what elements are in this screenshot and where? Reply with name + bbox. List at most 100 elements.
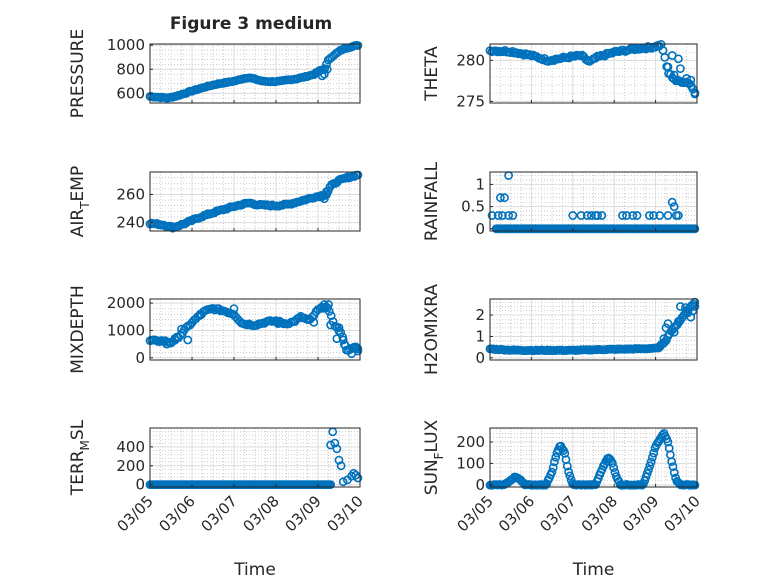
data-point [655, 211, 665, 220]
mixdepth-axes-box [149, 298, 361, 361]
data-point [334, 326, 344, 336]
data-point [326, 440, 335, 450]
data-point [525, 50, 534, 59]
sun-flux-ylabel: SUNFLUX [422, 419, 446, 495]
pressure-series [145, 40, 363, 103]
terr-msl-series [145, 427, 363, 489]
data-point [170, 335, 180, 345]
y-tick-label: 200 [456, 433, 485, 451]
data-point [597, 211, 607, 220]
mixdepth-series [145, 300, 363, 359]
theta-ylabel: THETA [422, 46, 442, 102]
y-tick-label: 275 [456, 92, 485, 110]
h2omixra-axes-box [489, 298, 698, 361]
data-point [319, 300, 329, 309]
data-point [646, 457, 656, 467]
data-point [669, 70, 679, 80]
data-point [541, 480, 550, 490]
data-point [309, 317, 319, 327]
data-point [637, 480, 647, 490]
terr-msl-ylabel: TERRMSL [68, 419, 92, 496]
data-point [667, 457, 677, 466]
y-tick-label: 280 [456, 51, 485, 69]
data-point [669, 202, 679, 211]
data-point [669, 468, 679, 477]
h2omixra-subplot: 0 1 2 H2OMIXRA [422, 284, 700, 375]
data-point [676, 64, 685, 73]
data-point [667, 197, 677, 207]
y-tick-label: 260 [116, 185, 145, 203]
data-point [353, 170, 363, 180]
data-point [547, 467, 557, 477]
data-point [690, 89, 700, 99]
y-tick-label: 200 [116, 457, 145, 475]
data-point [690, 302, 700, 311]
data-point [340, 341, 350, 350]
y-tick-label: 0 [475, 349, 485, 367]
data-point [229, 304, 239, 313]
h2omixra-series [485, 297, 700, 356]
air-temp-axes-box [149, 171, 361, 232]
data-point [322, 64, 332, 74]
data-point [645, 211, 654, 220]
data-point [500, 193, 509, 203]
data-point [162, 339, 172, 349]
data-point [495, 193, 505, 203]
data-point [177, 324, 186, 334]
rainfall-axes-box [489, 171, 698, 232]
data-point [565, 471, 575, 481]
y-tick-label: 1000 [107, 321, 145, 339]
terr-msl-axes-box [149, 427, 361, 488]
y-tick-label: 1 [475, 175, 485, 193]
data-point [560, 448, 570, 458]
sun-flux-xlabel: Time [572, 560, 615, 580]
data-point [493, 211, 503, 220]
data-point [332, 444, 342, 454]
data-point [551, 452, 561, 462]
data-point [686, 75, 696, 85]
y-tick-label: 800 [116, 60, 145, 78]
data-point [618, 211, 627, 220]
y-tick-label: 100 [456, 454, 485, 472]
data-point [655, 342, 665, 352]
data-point [593, 211, 602, 220]
data-point [564, 467, 573, 477]
data-point [550, 457, 559, 467]
data-point [674, 211, 683, 220]
data-point [668, 462, 678, 471]
data-point [663, 62, 673, 72]
data-point [582, 211, 592, 220]
theta-axes-box [489, 43, 698, 104]
mixdepth-subplot: 0 1000 2000 MIXDEPTH [68, 285, 363, 374]
data-point [663, 211, 673, 220]
data-point [273, 319, 283, 328]
data-point [622, 211, 631, 220]
sun-flux-axes-box [489, 427, 698, 488]
air-temp-grid [150, 171, 360, 231]
data-point [608, 458, 617, 468]
data-point [674, 317, 683, 326]
data-point [645, 461, 655, 471]
data-point [632, 211, 642, 220]
data-point [690, 480, 700, 490]
y-tick-label: 240 [116, 214, 145, 232]
y-tick-label: 0 [135, 349, 145, 367]
data-point [669, 74, 679, 84]
data-point [674, 54, 683, 64]
data-point [649, 448, 659, 458]
data-point [487, 211, 497, 220]
data-point [676, 302, 685, 311]
data-point [653, 41, 663, 50]
data-point [353, 473, 363, 483]
data-point [649, 211, 658, 220]
data-point [338, 477, 348, 487]
y-tick-label: 400 [116, 438, 145, 456]
pressure-axes-box [149, 43, 361, 104]
y-tick-label: 1000 [107, 36, 145, 54]
data-point [317, 71, 327, 81]
data-point [628, 211, 638, 220]
terr-msl-axes-area [150, 428, 360, 487]
data-point [324, 300, 333, 309]
data-point [497, 211, 507, 220]
data-point [587, 211, 596, 220]
